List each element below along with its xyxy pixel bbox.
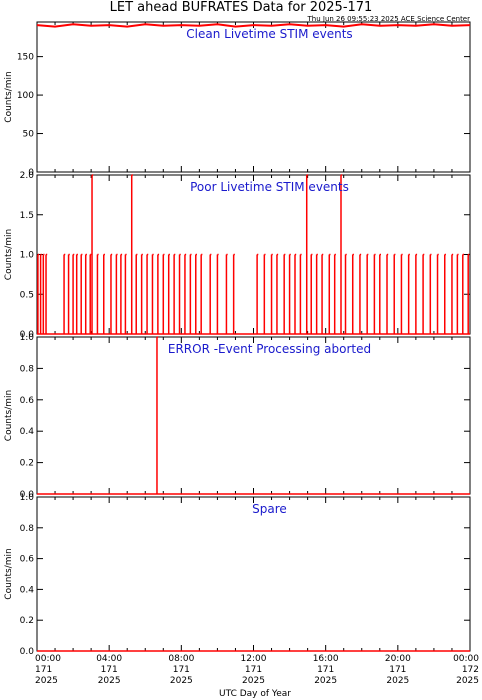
y-tick-label: 0.2 — [20, 459, 34, 469]
x-tick-label: 00:00 — [453, 654, 479, 664]
panel-title: ERROR -Event Processing aborted — [168, 342, 371, 356]
generation-timestamp: Thu Jun 26 09:55:23 2025 ACE Science Cen… — [307, 15, 471, 23]
x-axis-label: UTC Day of Year — [219, 689, 291, 699]
x-tick-label: 171 — [389, 665, 406, 675]
y-tick-label: 150 — [17, 53, 34, 63]
y-tick-label: 0.5 — [20, 290, 34, 300]
x-tick-label: 171 — [35, 665, 52, 675]
panel-title: Clean Livetime STIM events — [186, 27, 352, 41]
x-tick-label: 08:00 — [168, 654, 194, 664]
x-tick-label: 171 — [173, 665, 190, 675]
x-tick-label: 20:00 — [385, 654, 411, 664]
y-tick-label: 0.0 — [20, 330, 35, 340]
x-tick-label: 00:00 — [35, 654, 61, 664]
y-tick-label: 0 — [28, 168, 34, 178]
y-tick-label: 2.0 — [20, 171, 35, 181]
plot-frame — [36, 336, 471, 495]
y-tick-label: 1.0 — [20, 333, 35, 343]
y-axis-label: Counts/min — [4, 71, 14, 122]
y-tick-label: 1.5 — [20, 211, 34, 221]
y-tick-label: 0.8 — [20, 364, 35, 374]
x-tick-label: 171 — [101, 665, 118, 675]
y-tick-label: 0.4 — [20, 585, 35, 595]
panel-title: Poor Livetime STIM events — [190, 180, 349, 194]
y-tick-label: 0.2 — [20, 616, 34, 626]
plot-frame — [36, 21, 471, 173]
x-tick-label: 172 — [462, 665, 479, 675]
y-tick-label: 1.0 — [20, 251, 35, 261]
y-tick-label: 0.6 — [20, 396, 35, 406]
y-tick-label: 100 — [17, 91, 34, 101]
x-tick-label: 2025 — [98, 676, 121, 686]
y-axis-label: Counts/min — [4, 229, 14, 280]
x-tick-label: 2025 — [35, 676, 58, 686]
x-tick-label: 2025 — [386, 676, 409, 686]
x-tick-label: 2025 — [242, 676, 265, 686]
y-tick-label: 0.8 — [20, 524, 35, 534]
x-axis-labels: 00:00171202504:00171202508:00171202512:0… — [35, 654, 479, 686]
y-tick-label: 0.0 — [20, 490, 35, 500]
panel-2: 0.0 0.5 1.0 1.5 2.0 Counts/min Poor Livetime S… — [4, 171, 471, 340]
y-tick-label: 0.0 — [20, 647, 35, 657]
plot-frame — [36, 174, 471, 335]
x-tick-label: 2025 — [314, 676, 337, 686]
x-tick-label: 171 — [245, 665, 262, 675]
panel-4: 0.0 0.2 0.4 0.6 0.8 1.0 Counts/min Spare — [4, 493, 471, 657]
figure-title: LET ahead BUFRATES Data for 2025-171 — [110, 0, 373, 15]
y-tick-label: 0.4 — [20, 427, 35, 437]
x-tick-label: 12:00 — [241, 654, 267, 664]
y-tick-label: 50 — [23, 130, 35, 140]
y-axis-label: Counts/min — [4, 390, 14, 441]
series-line — [36, 23, 471, 28]
x-tick-label: 2025 — [170, 676, 193, 686]
x-tick-label: 2025 — [456, 676, 479, 686]
x-tick-label: 171 — [317, 665, 334, 675]
x-tick-label: 16:00 — [313, 654, 339, 664]
plot-frame — [36, 496, 471, 652]
panel-3: 0.0 0.2 0.4 0.6 0.8 1.0 Counts/min ERROR -Event… — [4, 333, 471, 500]
x-tick-label: 04:00 — [96, 654, 122, 664]
y-axis-label: Counts/min — [4, 548, 14, 599]
y-tick-label: 0.6 — [20, 555, 35, 565]
panel-title: Spare — [252, 502, 287, 516]
y-tick-label: 1.0 — [20, 493, 35, 503]
